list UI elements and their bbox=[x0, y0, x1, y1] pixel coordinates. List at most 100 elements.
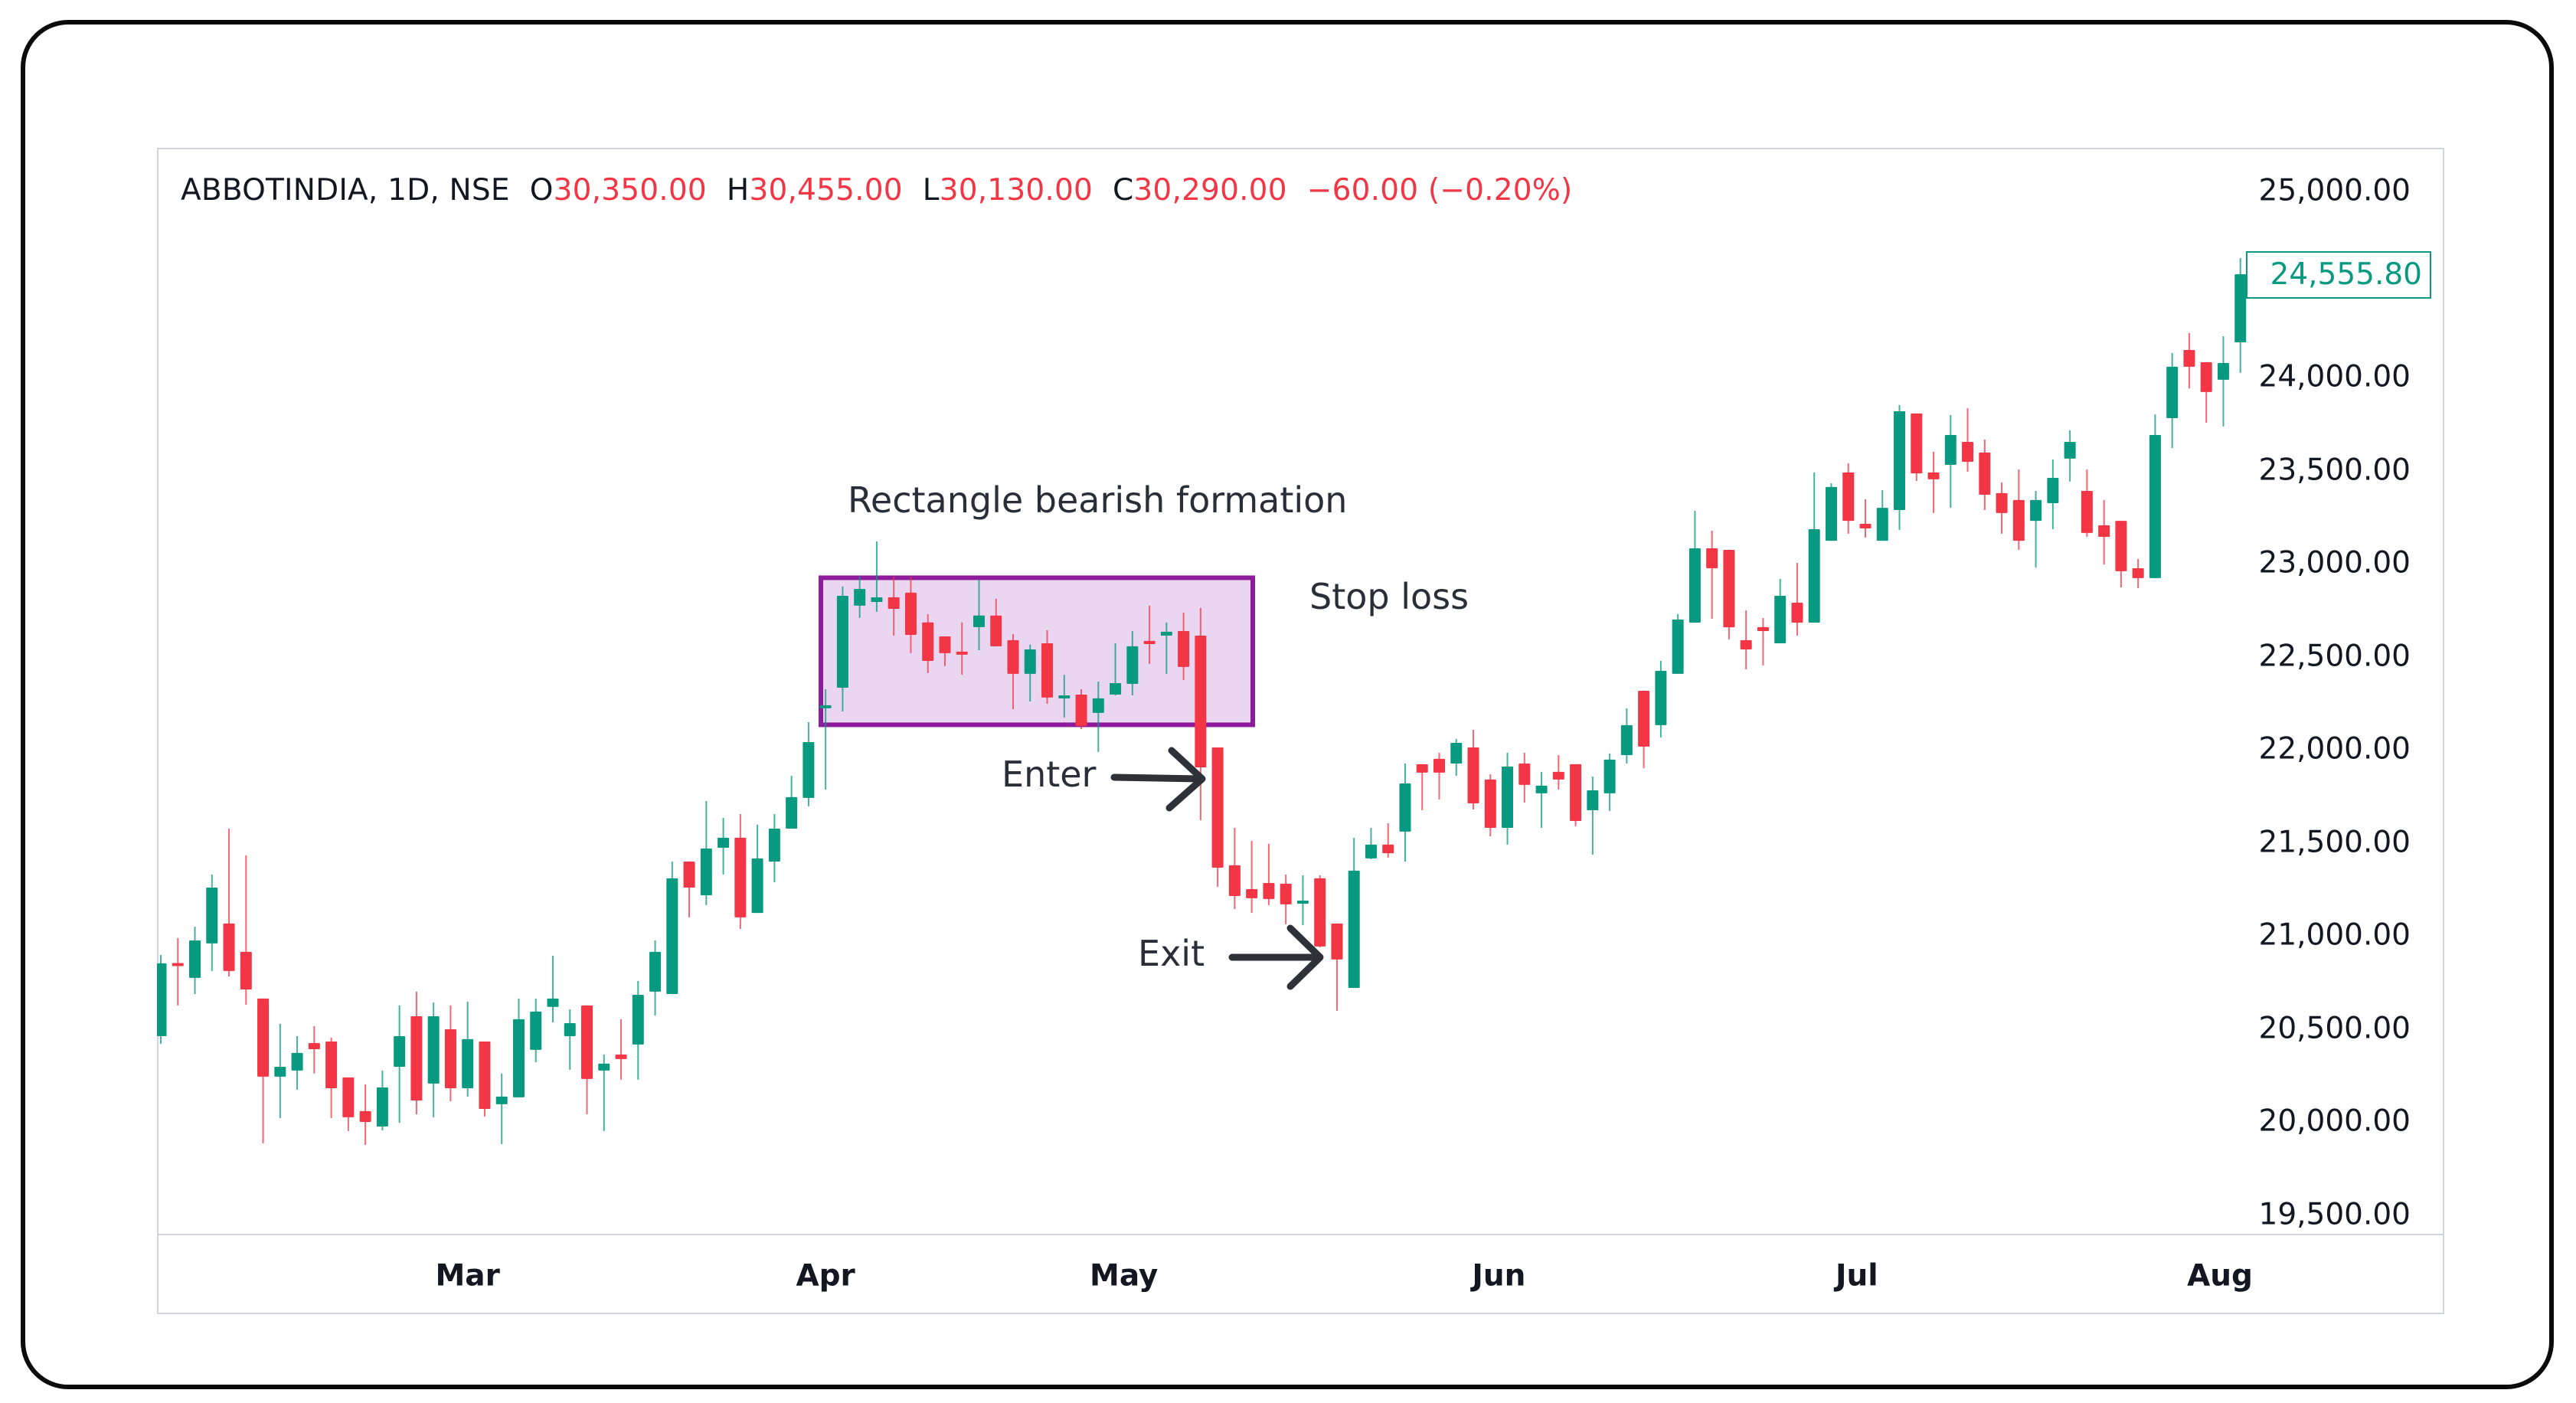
candle bbox=[1416, 764, 1428, 810]
candle bbox=[2012, 469, 2025, 550]
candle bbox=[1092, 682, 1104, 752]
candle bbox=[444, 1005, 456, 1101]
candle bbox=[1587, 776, 1599, 855]
candle bbox=[1348, 837, 1360, 989]
candle bbox=[1228, 828, 1241, 909]
candle bbox=[2030, 490, 2042, 568]
candle bbox=[359, 1084, 371, 1145]
candle bbox=[786, 775, 798, 829]
candle bbox=[1859, 499, 1872, 538]
candle bbox=[904, 576, 917, 653]
enter-annotation: Enter bbox=[1002, 754, 1097, 795]
candle bbox=[495, 1073, 508, 1144]
candle bbox=[1007, 633, 1019, 709]
candle bbox=[1143, 605, 1156, 664]
close-label: C bbox=[1112, 173, 1134, 208]
time-tick-label: Jul bbox=[1836, 1258, 1878, 1293]
candle bbox=[1894, 404, 1906, 530]
candle bbox=[462, 1001, 474, 1097]
candle bbox=[1535, 771, 1548, 829]
time-tick-label: Mar bbox=[435, 1258, 500, 1293]
chart-panel bbox=[157, 148, 2444, 1314]
candle bbox=[615, 1019, 627, 1080]
candle bbox=[598, 1055, 610, 1131]
candle bbox=[376, 1070, 388, 1130]
candle bbox=[1825, 482, 1837, 541]
candle bbox=[1655, 661, 1667, 737]
candle bbox=[2149, 414, 2161, 578]
candle bbox=[1944, 415, 1957, 509]
candle bbox=[1041, 630, 1054, 704]
time-tick-label: Apr bbox=[796, 1258, 855, 1293]
candle bbox=[512, 998, 525, 1097]
candle bbox=[1160, 622, 1172, 674]
candle bbox=[1433, 752, 1445, 800]
candle bbox=[172, 937, 184, 1006]
candle bbox=[1382, 823, 1394, 858]
candle bbox=[2200, 362, 2212, 424]
candle bbox=[683, 862, 695, 917]
candle bbox=[206, 875, 218, 971]
price-tick-label: 25,000.00 bbox=[2258, 173, 2411, 208]
candle bbox=[1365, 828, 1377, 859]
candle bbox=[1314, 875, 1326, 948]
time-tick-label: Aug bbox=[2187, 1258, 2253, 1293]
time-axis-separator bbox=[157, 1234, 2444, 1235]
candle bbox=[547, 955, 559, 1022]
candle bbox=[1484, 774, 1496, 836]
candle bbox=[1620, 708, 1633, 764]
candle bbox=[1791, 563, 1803, 636]
candle bbox=[2064, 430, 2076, 482]
candle bbox=[1774, 578, 1787, 643]
close-value: 30,290.00 bbox=[1133, 173, 1287, 208]
symbol-name: ABBOTINDIA, 1D, NSE bbox=[181, 173, 510, 208]
price-tick-label: 22,500.00 bbox=[2258, 639, 2411, 673]
low-label: L bbox=[922, 173, 940, 208]
candle bbox=[666, 862, 678, 995]
candle bbox=[1502, 752, 1514, 845]
candle bbox=[1842, 463, 1855, 534]
candle bbox=[2217, 336, 2229, 427]
candle bbox=[1740, 610, 1752, 669]
candle bbox=[1280, 875, 1292, 924]
price-tick-label: 24,000.00 bbox=[2258, 359, 2411, 394]
candle bbox=[1296, 875, 1309, 925]
candle bbox=[291, 1035, 303, 1090]
candle bbox=[700, 801, 712, 905]
candle bbox=[1706, 530, 1718, 619]
candle bbox=[854, 576, 866, 618]
candle bbox=[427, 1002, 440, 1117]
last-price-label: 24,555.80 bbox=[2246, 251, 2431, 299]
candle bbox=[1075, 688, 1087, 729]
candle bbox=[1723, 549, 1735, 639]
candle bbox=[157, 955, 167, 1044]
candle bbox=[1263, 843, 1275, 905]
candle bbox=[1518, 752, 1531, 803]
pattern-title-annotation: Rectangle bearish formation bbox=[848, 479, 1348, 521]
candle bbox=[1211, 747, 1224, 888]
price-tick-label: 21,500.00 bbox=[2258, 825, 2411, 859]
stop-loss-annotation: Stop loss bbox=[1309, 576, 1469, 617]
candle bbox=[240, 855, 252, 1005]
candle bbox=[394, 1005, 406, 1123]
candle bbox=[973, 579, 985, 650]
candle bbox=[479, 1041, 491, 1117]
candle bbox=[1178, 612, 1190, 681]
candle bbox=[1757, 617, 1769, 666]
candle bbox=[189, 927, 201, 995]
candle bbox=[734, 814, 747, 929]
exit-arrow-icon bbox=[1228, 924, 1324, 990]
candles-layer bbox=[157, 257, 2247, 1145]
high-label: H bbox=[726, 173, 750, 208]
candle bbox=[342, 1077, 355, 1131]
candle bbox=[2234, 257, 2247, 373]
candle bbox=[308, 1025, 320, 1074]
candle bbox=[564, 1009, 576, 1070]
candle bbox=[2132, 558, 2144, 589]
candle bbox=[1876, 489, 1888, 541]
candle bbox=[410, 991, 423, 1115]
symbol-legend: ABBOTINDIA, 1D, NSE O30,350.00 H30,455.00 L… bbox=[181, 173, 1592, 208]
candle bbox=[1911, 413, 1923, 482]
candle bbox=[836, 586, 848, 711]
